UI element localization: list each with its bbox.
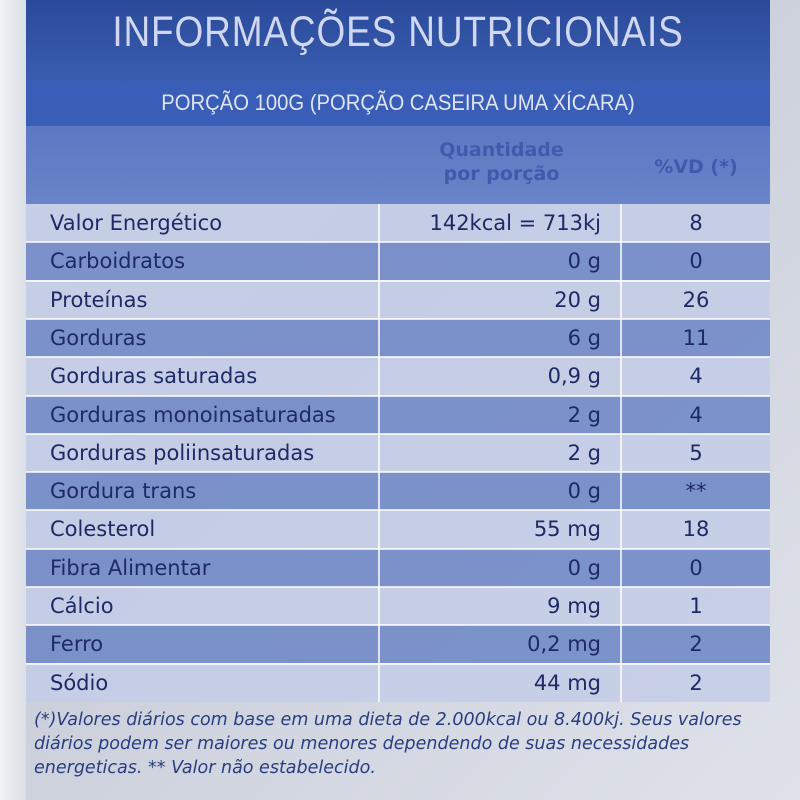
table-header (26, 126, 770, 204)
nutrient-name: Sódio (50, 670, 109, 695)
table-row: Carboidratos 0 g 0 (26, 242, 770, 281)
nutrient-daily-value: 2 (689, 632, 703, 657)
nutrient-name: Gordura trans (50, 479, 197, 504)
nutrient-quantity: 55 mg (533, 517, 601, 542)
row-divider (26, 624, 770, 627)
nutrient-daily-value: 4 (689, 402, 703, 427)
nutrient-name: Valor Energético (50, 211, 223, 235)
nutrient-daily-value: 0 (689, 249, 703, 274)
row-divider (26, 547, 770, 550)
nutrient-quantity: 6 g (567, 325, 601, 350)
column-divider (620, 204, 622, 702)
nutrient-name: Ferro (50, 632, 104, 657)
nutrient-name: Gorduras saturadas (50, 364, 258, 389)
row-divider (26, 471, 770, 474)
table-row: Gorduras monoinsaturadas 2 g 4 (26, 395, 770, 434)
nutrient-quantity: 44 mg (533, 670, 601, 695)
row-divider (26, 586, 770, 588)
nutrient-quantity: 9 mg (547, 594, 601, 618)
column-header-quantity-line2: por porção (443, 163, 560, 185)
nutrient-quantity: 0 g (567, 555, 601, 580)
row-divider (26, 356, 770, 359)
nutrient-name: Colesterol (50, 517, 156, 542)
nutrient-daily-value: 1 (689, 594, 703, 618)
table-row: Fibra Alimentar 0 g 0 (26, 548, 770, 587)
table-row: Cálcio 9 mg 1 (26, 587, 770, 625)
nutrient-name: Gorduras (50, 325, 147, 350)
table-row: Gordura trans 0 g ** (26, 472, 770, 511)
nutrient-quantity: 0,9 g (547, 364, 601, 389)
column-header-quantity: Quantidade por porção (414, 138, 589, 186)
nutrient-quantity: 20 g (554, 287, 601, 312)
row-divider (26, 394, 770, 397)
nutrient-quantity: 2 g (567, 402, 601, 427)
row-divider (26, 662, 770, 665)
nutrient-daily-value: 11 (682, 325, 710, 350)
column-header-quantity-line1: Quantidade (439, 139, 564, 161)
nutrient-daily-value: 2 (689, 670, 703, 695)
nutrient-name: Fibra Alimentar (50, 555, 211, 580)
table-row: Ferro 0,2 mg 2 (26, 625, 770, 664)
table-row: Gorduras 6 g 11 (26, 318, 770, 357)
row-divider (26, 279, 770, 282)
table-row: Gorduras saturadas 0,9 g 4 (26, 357, 770, 396)
table-row: Colesterol 55 mg 18 (26, 510, 770, 549)
table-row: Valor Energético 142kcal = 713kj 8 (26, 204, 770, 242)
nutrient-daily-value: 4 (689, 364, 703, 389)
nutrient-daily-value: 8 (689, 211, 703, 235)
table-row: Sódio 44 mg 2 (26, 663, 770, 702)
serving-size: PORÇÃO 100G (PORÇÃO CASEIRA UMA XÍCARA) (161, 90, 635, 115)
row-divider (26, 432, 770, 435)
title-bar (26, 0, 770, 82)
nutrient-name: Proteínas (50, 287, 148, 312)
nutrient-name: Cálcio (50, 594, 114, 618)
nutrient-name: Carboidratos (50, 249, 186, 274)
nutrient-quantity: 2 g (567, 440, 601, 465)
nutrient-daily-value: ** (685, 479, 707, 504)
label-edge (0, 0, 26, 800)
row-divider (26, 241, 770, 244)
label-title: INFORMAÇÕES NUTRICIONAIS (112, 8, 684, 56)
row-divider (26, 317, 770, 320)
nutrient-daily-value: 5 (689, 440, 703, 465)
column-header-dv: %VD (*) (654, 156, 738, 178)
nutrient-quantity: 0 g (567, 479, 601, 504)
nutrition-facts-label: INFORMAÇÕES NUTRICIONAIS PORÇÃO 100G (PO… (26, 0, 770, 800)
nutrient-daily-value: 18 (682, 517, 710, 542)
nutrient-name: Gorduras monoinsaturadas (50, 402, 336, 427)
nutrient-daily-value: 0 (689, 555, 703, 580)
row-divider (26, 509, 770, 512)
nutrient-quantity: 0 g (567, 249, 601, 274)
column-divider (378, 204, 380, 702)
serving-bar (26, 82, 770, 126)
nutrient-name: Gorduras poliinsaturadas (50, 440, 315, 465)
footnote: (*)Valores diários com base em uma dieta… (34, 710, 742, 778)
table-row: Gorduras poliinsaturadas 2 g 5 (26, 433, 770, 472)
nutrient-quantity: 142kcal = 713kj (429, 211, 601, 235)
table-row: Proteínas 20 g 26 (26, 280, 770, 319)
nutrient-daily-value: 26 (682, 287, 710, 312)
nutrient-quantity: 0,2 mg (527, 632, 601, 657)
